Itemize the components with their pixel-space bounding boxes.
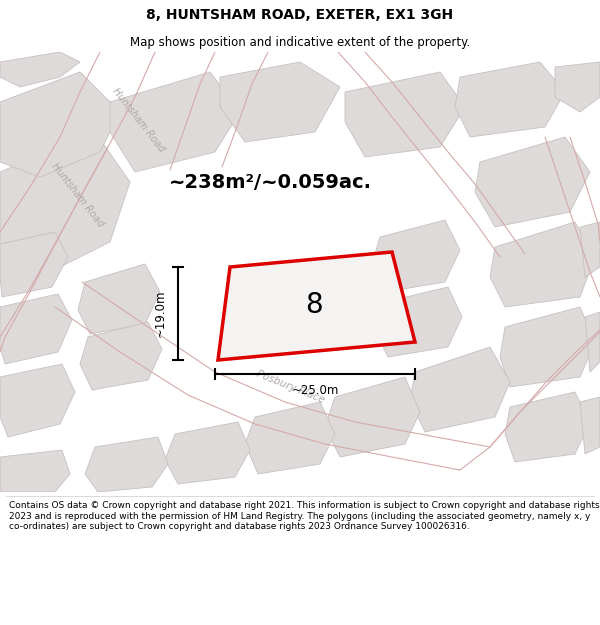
Polygon shape <box>580 397 600 454</box>
Polygon shape <box>372 220 460 292</box>
Text: Posbury Place: Posbury Place <box>254 369 325 405</box>
Polygon shape <box>455 62 565 137</box>
Text: 8: 8 <box>305 291 323 319</box>
Polygon shape <box>85 437 168 492</box>
Polygon shape <box>0 364 75 437</box>
Text: ~238m²/~0.059ac.: ~238m²/~0.059ac. <box>169 173 371 191</box>
Polygon shape <box>555 62 600 112</box>
Polygon shape <box>0 294 72 364</box>
Polygon shape <box>78 264 160 334</box>
Text: Map shows position and indicative extent of the property.: Map shows position and indicative extent… <box>130 36 470 49</box>
Polygon shape <box>0 132 130 272</box>
Text: Contains OS data © Crown copyright and database right 2021. This information is : Contains OS data © Crown copyright and d… <box>9 501 599 531</box>
Polygon shape <box>245 402 335 474</box>
Polygon shape <box>218 252 415 360</box>
Polygon shape <box>475 137 590 227</box>
Text: ~25.0m: ~25.0m <box>292 384 338 396</box>
Text: ~19.0m: ~19.0m <box>154 290 167 338</box>
Text: Huntsham Road: Huntsham Road <box>49 161 105 229</box>
Polygon shape <box>580 222 600 277</box>
Polygon shape <box>110 72 240 172</box>
Polygon shape <box>0 72 120 177</box>
Polygon shape <box>410 347 510 432</box>
Polygon shape <box>80 322 162 390</box>
Text: 8, HUNTSHAM ROAD, EXETER, EX1 3GH: 8, HUNTSHAM ROAD, EXETER, EX1 3GH <box>146 8 454 22</box>
Polygon shape <box>325 377 420 457</box>
Polygon shape <box>500 307 595 387</box>
Polygon shape <box>0 52 80 87</box>
Polygon shape <box>345 72 465 157</box>
Polygon shape <box>490 222 595 307</box>
Polygon shape <box>0 450 70 492</box>
Polygon shape <box>0 232 68 297</box>
Polygon shape <box>585 312 600 372</box>
Polygon shape <box>165 422 250 484</box>
Text: Huntsham Road: Huntsham Road <box>110 86 166 154</box>
Polygon shape <box>375 287 462 357</box>
Polygon shape <box>505 392 590 462</box>
Polygon shape <box>220 62 340 142</box>
